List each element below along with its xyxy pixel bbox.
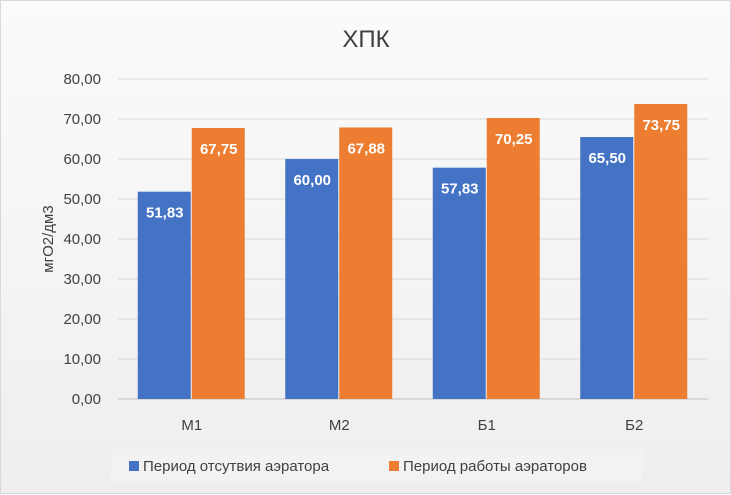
y-tick-label: 80,00 [63, 71, 101, 88]
bars: 51,83 67,75 60,00 67,88 57,83 70,25 65,50 73,75 [137, 104, 688, 399]
data-label: 65,50 [588, 150, 626, 167]
legend-box [111, 449, 643, 483]
chart-title: ХПК [342, 26, 389, 53]
bar-series1 [432, 167, 486, 399]
y-tick-label: 50,00 [63, 191, 101, 208]
legend-swatch [129, 461, 139, 471]
x-category-label: М1 [181, 417, 202, 434]
bar-series2 [191, 128, 245, 399]
data-label: 60,00 [293, 172, 331, 189]
data-label: 70,25 [495, 131, 533, 148]
data-label: 67,75 [200, 141, 238, 158]
data-label: 67,88 [347, 140, 385, 157]
x-category-label: Б2 [625, 417, 643, 434]
bar-series1 [580, 137, 634, 399]
data-label: 73,75 [642, 117, 680, 134]
y-tick-label: 0,00 [72, 391, 101, 408]
y-tick-label: 70,00 [63, 111, 101, 128]
bar-series2 [486, 118, 540, 399]
y-axis-label: мгО2/дм3 [40, 205, 57, 272]
y-tick-label: 40,00 [63, 231, 101, 248]
y-tick-label: 60,00 [63, 151, 101, 168]
legend: Период отсутвия аэратора Период работы аэ… [111, 449, 643, 483]
bar-series2 [634, 104, 688, 399]
legend-swatch [389, 461, 399, 471]
data-label: 51,83 [146, 205, 184, 222]
legend-entry: Период работы аэраторов [403, 458, 587, 475]
bar-series1 [285, 159, 339, 399]
bar-series2 [339, 127, 393, 399]
data-label: 57,83 [441, 181, 479, 198]
x-category-label: М2 [329, 417, 350, 434]
y-axis-ticks: 0,00 10,00 20,00 30,00 40,00 50,00 60,00 70,00 8… [63, 71, 101, 408]
y-tick-label: 20,00 [63, 311, 101, 328]
bar-series1 [137, 191, 191, 399]
legend-entry: Период отсутвия аэратора [143, 458, 330, 475]
y-tick-label: 30,00 [63, 271, 101, 288]
x-axis-categories: М1 М2 Б1 Б2 [181, 417, 643, 434]
x-category-label: Б1 [478, 417, 496, 434]
y-tick-label: 10,00 [63, 351, 101, 368]
